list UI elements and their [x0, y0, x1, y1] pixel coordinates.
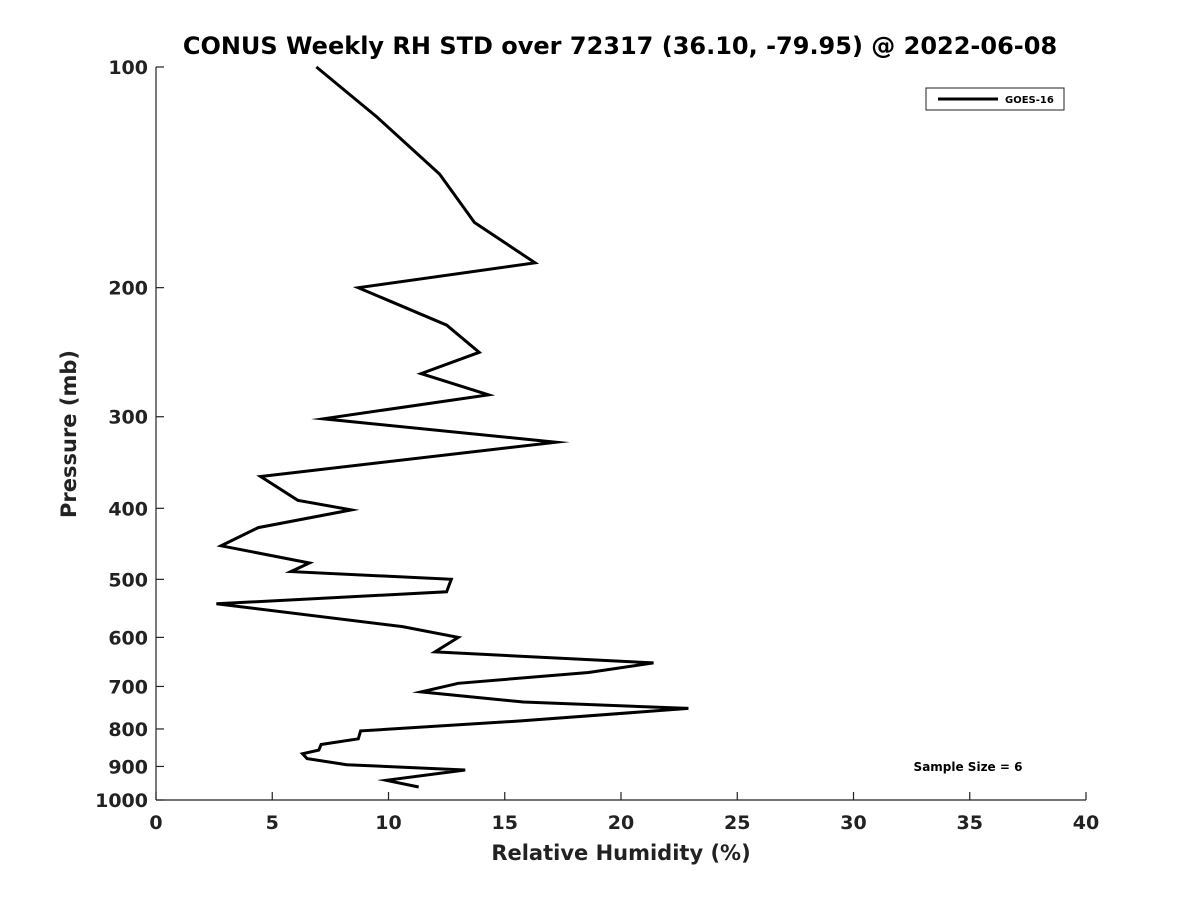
y-tick-label: 800	[108, 719, 148, 741]
x-tick-label: 25	[724, 812, 750, 834]
y-axis-label: Pressure (mb)	[57, 350, 81, 518]
x-tick-label: 20	[608, 812, 634, 834]
y-tick-label: 300	[108, 407, 148, 429]
y-tick-label: 100	[108, 57, 148, 79]
legend: GOES-16	[925, 87, 1065, 111]
x-tick-label: 35	[957, 812, 983, 834]
y-tick-label: 400	[108, 498, 148, 520]
x-tick-label: 30	[840, 812, 866, 834]
x-tick-label: 0	[149, 812, 162, 834]
y-tick-label: 700	[108, 676, 148, 698]
series-layer	[216, 65, 689, 789]
x-axis-label: Relative Humidity (%)	[491, 841, 750, 865]
x-tick-label: 40	[1073, 812, 1099, 834]
y-tick-label: 500	[108, 569, 148, 591]
y-axis: 100 200 300 400 500 600 700 800 900 1000	[95, 57, 164, 812]
legend-label-goes-16: GOES-16	[1005, 95, 1054, 106]
sample-size-annotation: Sample Size = 6	[914, 760, 1023, 774]
y-tick-label: 200	[108, 278, 148, 300]
y-tick-label: 600	[108, 627, 148, 649]
y-tick-label: 900	[108, 756, 148, 778]
x-tick-label: 10	[375, 812, 401, 834]
x-tick-label: 5	[266, 812, 279, 834]
x-axis: 0 5 10 15 20 25 30 35 40	[149, 792, 1099, 834]
y-tick-label: 1000	[95, 790, 148, 812]
series-line-goes-16	[216, 65, 689, 789]
x-tick-label: 15	[492, 812, 518, 834]
chart-title: CONUS Weekly RH STD over 72317 (36.10, -…	[183, 32, 1057, 60]
plot-area	[156, 67, 1086, 800]
